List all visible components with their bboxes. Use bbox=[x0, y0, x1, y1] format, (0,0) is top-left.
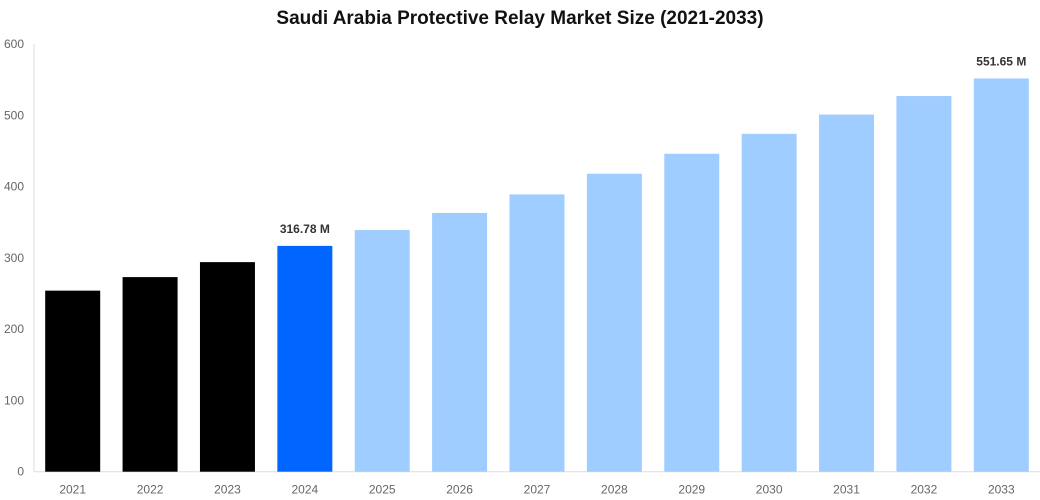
x-tick-label: 2032 bbox=[911, 483, 938, 497]
bar-2023 bbox=[199, 262, 255, 472]
bar-2028 bbox=[586, 173, 642, 472]
data-label: 551.65 M bbox=[976, 54, 1026, 68]
bar-2025 bbox=[354, 230, 410, 472]
x-tick-label: 2022 bbox=[137, 483, 164, 497]
x-tick-label: 2024 bbox=[291, 483, 318, 497]
y-tick-label: 500 bbox=[4, 108, 24, 122]
x-tick-label: 2028 bbox=[601, 483, 628, 497]
x-tick-label: 2031 bbox=[833, 483, 860, 497]
x-tick-label: 2029 bbox=[678, 483, 705, 497]
x-tick-label: 2033 bbox=[988, 483, 1015, 497]
bar-2031 bbox=[819, 114, 875, 472]
y-tick-label: 0 bbox=[17, 465, 24, 479]
bar-2021 bbox=[45, 290, 101, 472]
bar-2033 bbox=[973, 78, 1029, 472]
chart-title: Saudi Arabia Protective Relay Market Siz… bbox=[276, 8, 764, 29]
y-tick-label: 400 bbox=[4, 180, 24, 194]
x-tick-label: 2026 bbox=[446, 483, 473, 497]
y-tick-label: 100 bbox=[4, 393, 24, 407]
bar-2029 bbox=[664, 153, 720, 472]
bar-2032 bbox=[896, 96, 952, 472]
x-tick-label: 2025 bbox=[369, 483, 396, 497]
x-tick-label: 2023 bbox=[214, 483, 241, 497]
y-tick-label: 300 bbox=[4, 251, 24, 265]
y-tick-label: 200 bbox=[4, 322, 24, 336]
x-tick-label: 2021 bbox=[59, 483, 86, 497]
bar-2027 bbox=[509, 194, 565, 472]
y-tick-label: 600 bbox=[4, 37, 24, 51]
bar-2024 bbox=[277, 245, 333, 472]
bar-2022 bbox=[122, 277, 178, 472]
bar-2030 bbox=[741, 133, 797, 472]
data-label: 316.78 M bbox=[280, 222, 330, 236]
bar-2026 bbox=[432, 212, 488, 472]
x-tick-label: 2030 bbox=[756, 483, 783, 497]
x-tick-label: 2027 bbox=[524, 483, 551, 497]
